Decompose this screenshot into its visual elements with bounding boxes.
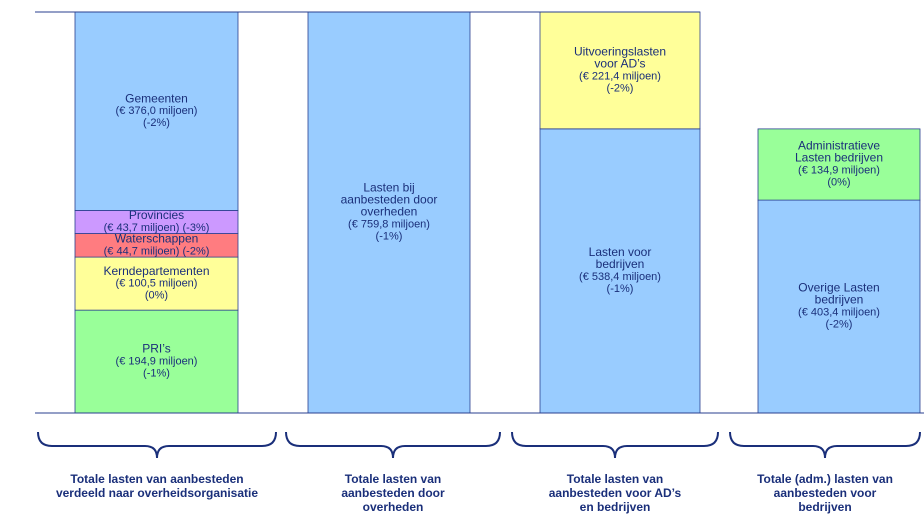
segment-name: overheden bbox=[361, 205, 418, 219]
segment bbox=[74, 309, 239, 414]
segment-name: Uitvoeringslasten bbox=[574, 45, 666, 59]
value-label: (€ 43,7 miljoen) bbox=[104, 222, 180, 234]
caption: Totale lasten van bbox=[345, 472, 441, 486]
caption: Totale (adm.) lasten van bbox=[757, 472, 893, 486]
segment-name: bedrijven bbox=[815, 293, 864, 307]
caption: Totale lasten van bbox=[567, 472, 663, 486]
caption: aanbesteden voor AD’s bbox=[549, 486, 682, 500]
value-label: (€ 403,4 miljoen) bbox=[798, 306, 880, 318]
segment-name: Administratieve bbox=[798, 139, 880, 153]
change-label: (-2%) bbox=[143, 117, 170, 129]
segment-name: Kerndepartementen bbox=[103, 264, 209, 278]
segment-name: voor AD’s bbox=[594, 57, 645, 71]
value-label: (€ 100,5 miljoen) bbox=[116, 278, 198, 290]
change-label: (-2%) bbox=[826, 318, 853, 330]
segment-name: PRI’s bbox=[142, 342, 170, 356]
segment-name: Overige Lasten bbox=[798, 281, 879, 295]
segment bbox=[539, 11, 701, 130]
segment-name: aanbesteden door bbox=[341, 193, 438, 207]
brace bbox=[37, 431, 277, 459]
segment-name: bedrijven bbox=[596, 257, 645, 271]
brace bbox=[511, 431, 719, 459]
caption: aanbesteden voor bbox=[774, 486, 877, 500]
segment-value: (€ 44,7 miljoen) (-2%) bbox=[104, 245, 210, 257]
change-label: (-1%) bbox=[376, 230, 403, 242]
caption: verdeeld naar overheidsorganisatie bbox=[56, 486, 258, 500]
segment bbox=[74, 256, 239, 311]
change-label: (-2%) bbox=[183, 245, 210, 257]
segment-value: (€ 43,7 miljoen) (-3%) bbox=[104, 222, 210, 234]
value-label: (€ 44,7 miljoen) bbox=[104, 245, 180, 257]
brace bbox=[285, 431, 501, 459]
segment-name: Lasten bedrijven bbox=[795, 151, 883, 165]
segment-name: Waterschappen bbox=[115, 231, 199, 245]
brace bbox=[729, 431, 921, 459]
value-label: (€ 134,9 miljoen) bbox=[798, 164, 880, 176]
value-label: (€ 221,4 miljoen) bbox=[579, 70, 661, 82]
segment-name: Lasten voor bbox=[589, 245, 652, 259]
value-label: (€ 759,8 miljoen) bbox=[348, 218, 430, 230]
caption: en bedrijven bbox=[580, 500, 651, 514]
change-label: (-1%) bbox=[607, 283, 634, 295]
change-label: (0%) bbox=[145, 290, 168, 302]
value-label: (€ 376,0 miljoen) bbox=[116, 105, 198, 117]
caption: Totale lasten van aanbesteden bbox=[70, 472, 243, 486]
segment-name: Gemeenten bbox=[125, 91, 188, 105]
value-label: (€ 538,4 miljoen) bbox=[579, 271, 661, 283]
change-label: (-3%) bbox=[183, 222, 210, 234]
segment-name: Provincies bbox=[129, 208, 184, 222]
segment bbox=[757, 128, 921, 201]
segment-name: Lasten bij bbox=[363, 181, 414, 195]
caption: aanbesteden door bbox=[341, 486, 445, 500]
segment bbox=[307, 11, 471, 414]
segment bbox=[539, 128, 701, 414]
change-label: (-2%) bbox=[607, 82, 634, 94]
caption: overheden bbox=[363, 500, 424, 514]
caption: bedrijven bbox=[798, 500, 851, 514]
change-label: (-1%) bbox=[143, 367, 170, 379]
segment bbox=[757, 199, 921, 414]
change-label: (0%) bbox=[827, 176, 850, 188]
value-label: (€ 194,9 miljoen) bbox=[116, 355, 198, 367]
